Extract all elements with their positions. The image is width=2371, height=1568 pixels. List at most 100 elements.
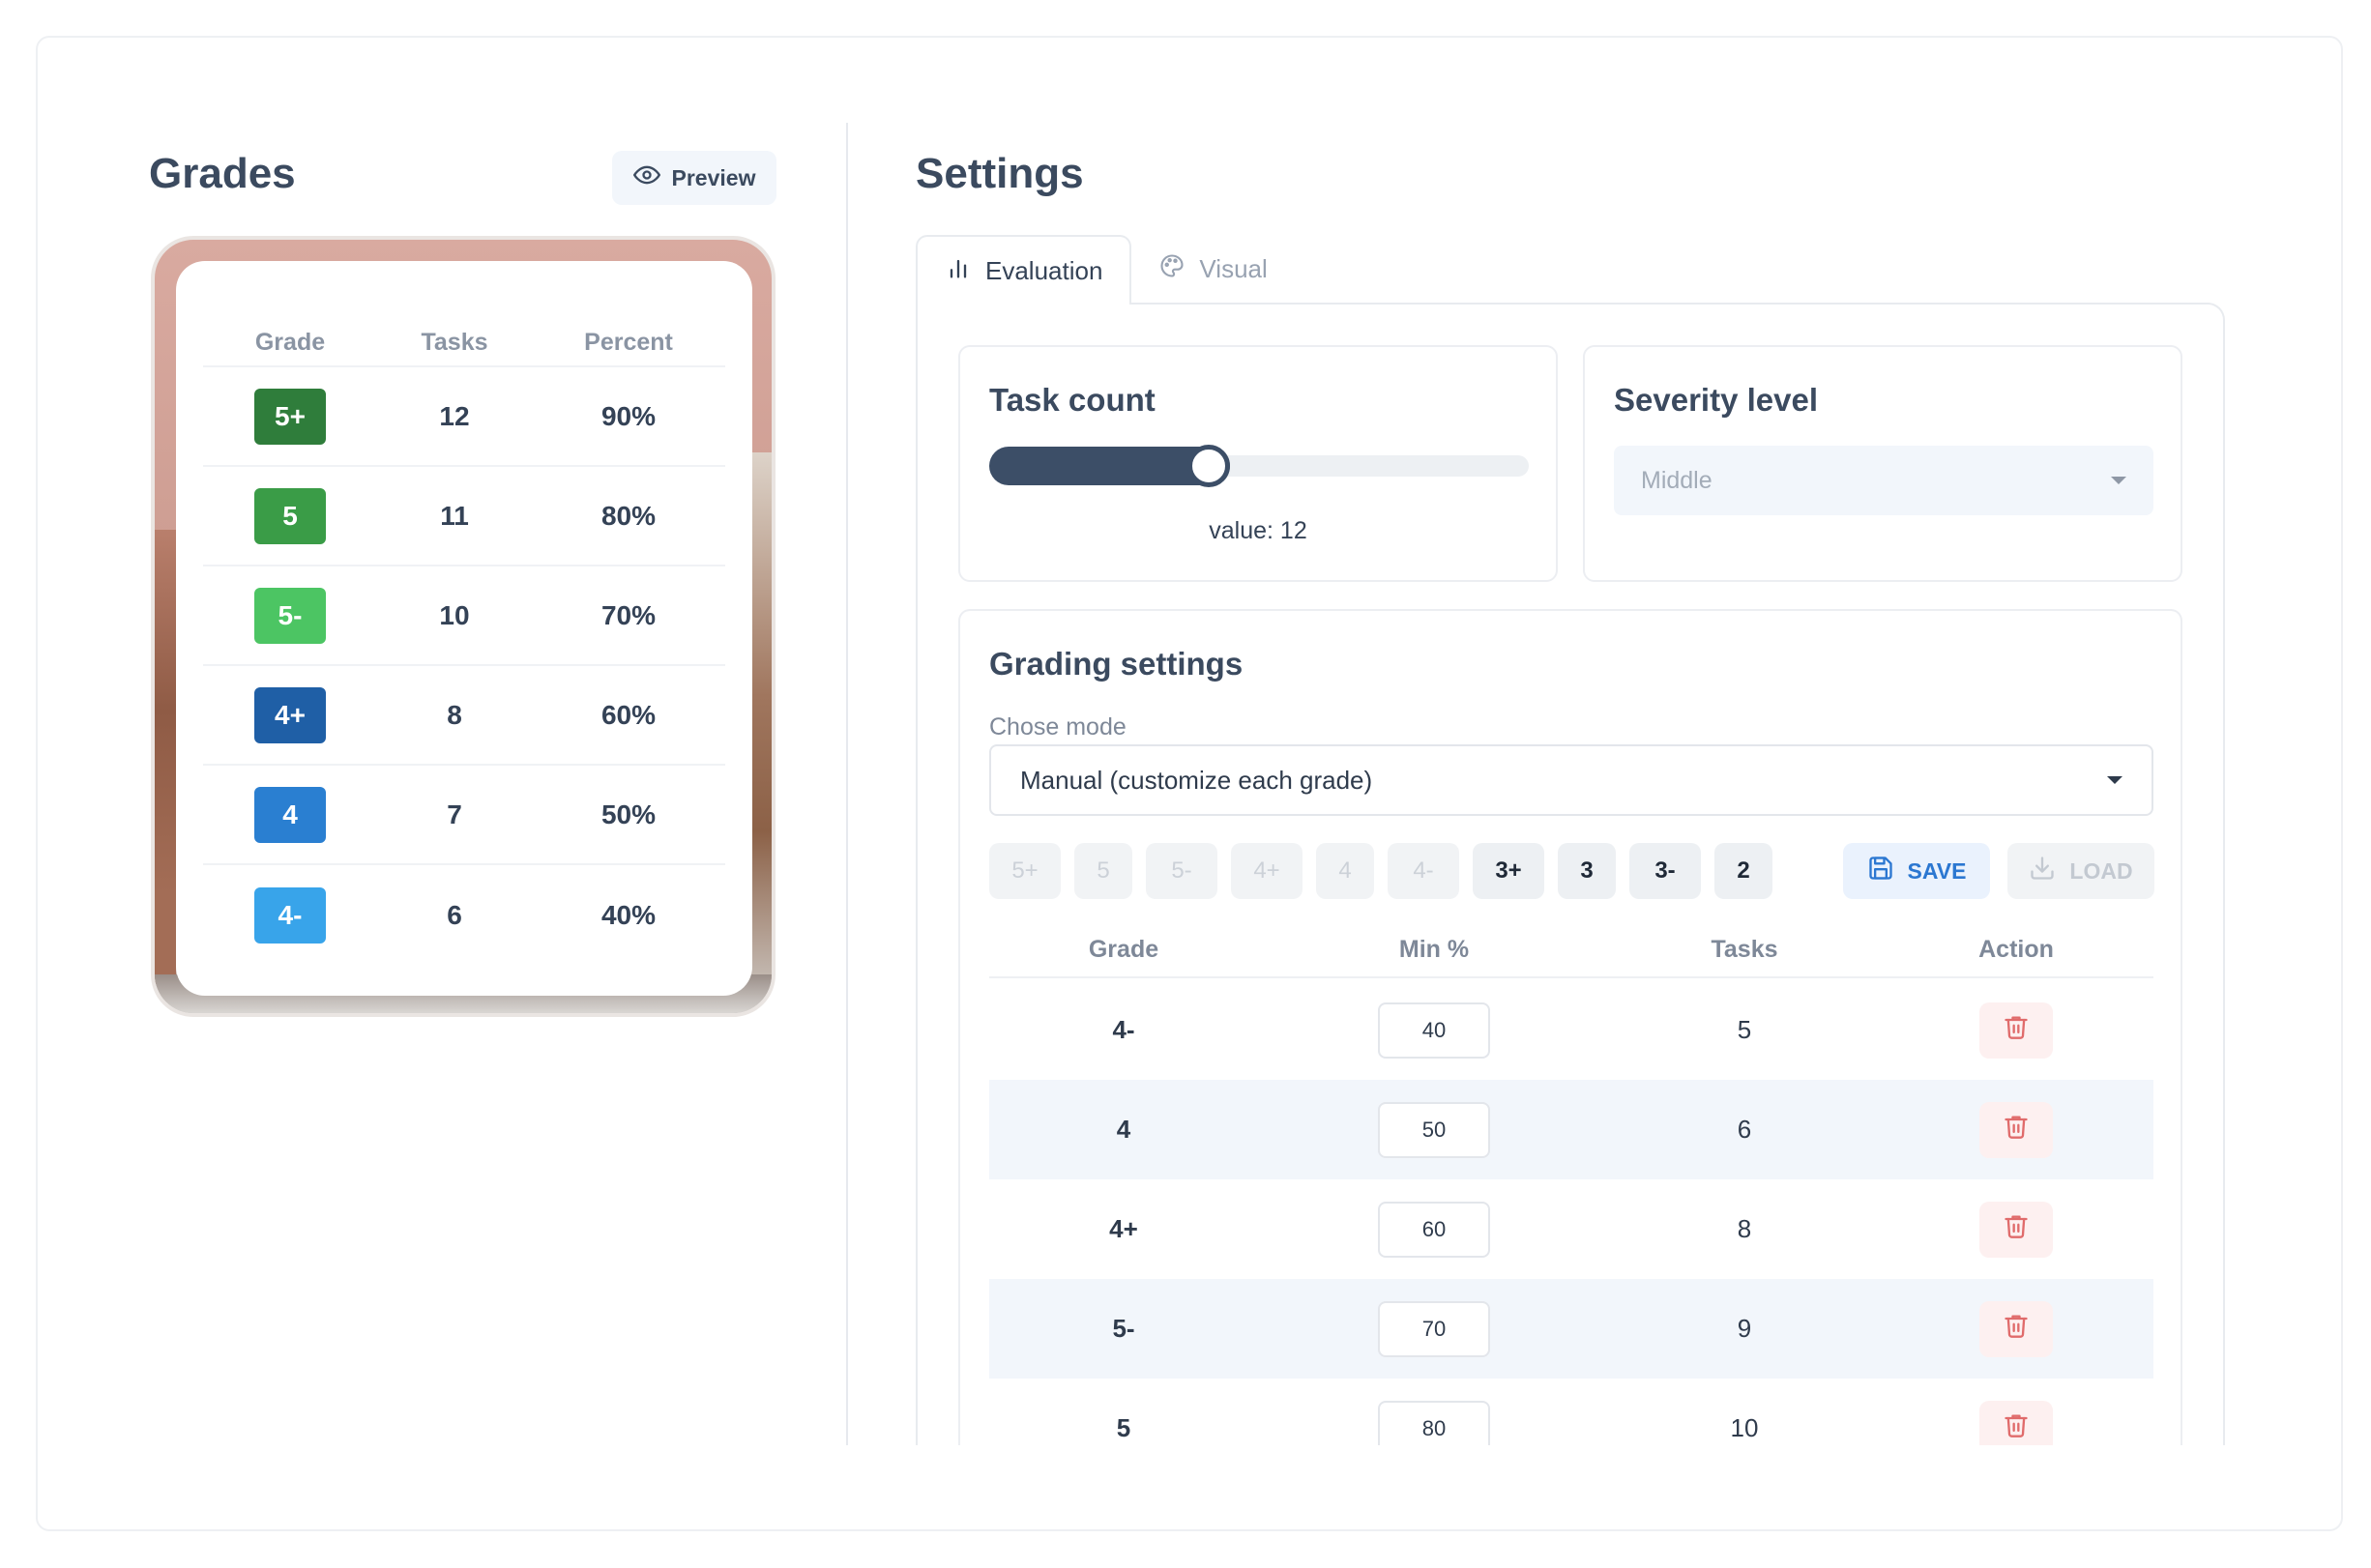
grade-badge: 4 — [254, 786, 326, 843]
table-row: 4- 40 5 — [989, 980, 2153, 1080]
grades-table-header: Grade Tasks Percent — [203, 319, 725, 367]
bar-chart-icon — [945, 254, 972, 288]
delete-button[interactable] — [1979, 1002, 2053, 1059]
grade-badge: 4- — [254, 886, 326, 944]
severity-select[interactable]: Middle — [1614, 446, 2153, 515]
table-row: 4+ 60 8 — [989, 1179, 2153, 1279]
action-cell — [1879, 1002, 2153, 1059]
table-row: 5+ 12 90% — [203, 367, 725, 467]
preview-button[interactable]: Preview — [612, 151, 776, 205]
task-count-title: Task count — [989, 382, 1156, 418]
table-row: 5- 70 9 — [989, 1279, 2153, 1379]
grade-cell: 5+ — [203, 388, 377, 445]
grade-toggle-button[interactable]: 5- — [1146, 843, 1217, 899]
table-row: 4 7 50% — [203, 766, 725, 865]
percent-cell: 60% — [600, 699, 657, 730]
table-row: 5- 10 70% — [203, 566, 725, 666]
task-count-card: Task count value: 12 — [958, 345, 1558, 582]
action-cell — [1879, 1300, 2153, 1357]
tab-evaluation[interactable]: Evaluation — [916, 235, 1132, 305]
min-percent-cell: 70 — [1258, 1300, 1610, 1357]
min-percent-input[interactable]: 70 — [1378, 1300, 1490, 1357]
header-grade: Grade — [1088, 935, 1159, 963]
min-percent-input[interactable]: 40 — [1378, 1002, 1490, 1059]
severity-title: Severity level — [1614, 382, 1818, 418]
header-tasks: Tasks — [1711, 935, 1778, 963]
grades-title: Grades — [149, 150, 296, 197]
grade-cell: 4- — [1112, 1015, 1135, 1044]
grade-cell: 5- — [1112, 1314, 1135, 1343]
delete-button[interactable] — [1979, 1300, 2053, 1357]
grading-table-body: 4- 40 5 4 50 6 4+ 60 8 5- 70 9 5 80 10 — [989, 980, 2153, 1478]
preview-label: Preview — [671, 164, 756, 190]
tasks-cell: 12 — [439, 400, 470, 431]
slider-thumb[interactable] — [1187, 445, 1231, 487]
mode-selected-value: Manual (customize each grade) — [1020, 765, 1373, 795]
load-label: LOAD — [2069, 857, 2133, 884]
grade-cell: 4 — [203, 786, 377, 843]
severity-selected-value: Middle — [1641, 466, 1712, 494]
save-label: SAVE — [1907, 857, 1967, 884]
grade-toggle-button[interactable]: 4- — [1388, 843, 1459, 899]
grade-toggle-button[interactable]: 3- — [1629, 843, 1701, 899]
tasks-cell: 5 — [1737, 1015, 1752, 1044]
min-percent-cell: 50 — [1258, 1101, 1610, 1158]
grade-badge: 4+ — [254, 686, 326, 743]
header-action: Action — [1978, 935, 2054, 963]
grade-badge: 5+ — [254, 388, 326, 445]
grade-toggle-button[interactable]: 4 — [1316, 843, 1374, 899]
grade-cell: 5 — [1116, 1413, 1131, 1442]
grade-toggle-button[interactable]: 5+ — [989, 843, 1061, 899]
tasks-cell: 6 — [1737, 1115, 1752, 1144]
trash-icon — [2003, 1312, 2030, 1346]
header-tasks: Tasks — [421, 328, 488, 356]
save-button[interactable]: SAVE — [1843, 843, 1990, 899]
delete-button[interactable] — [1979, 1101, 2053, 1158]
table-row: 4+ 8 60% — [203, 666, 725, 766]
percent-cell: 70% — [600, 599, 657, 630]
trash-icon — [2003, 1411, 2030, 1445]
grade-cell: 4+ — [203, 686, 377, 743]
trash-icon — [2003, 1113, 2030, 1147]
tab-visual[interactable]: Visual — [1131, 235, 1295, 305]
grading-settings-title: Grading settings — [989, 646, 1244, 682]
task-count-slider[interactable] — [989, 445, 1529, 487]
grade-cell: 4- — [203, 886, 377, 944]
background-decor-right — [750, 452, 772, 994]
mode-select[interactable]: Manual (customize each grade) — [989, 744, 2153, 816]
grade-toggle-button[interactable]: 2 — [1714, 843, 1772, 899]
grade-cell: 5 — [203, 487, 377, 544]
grading-settings-card: Grading settings Chose mode Manual (cust… — [958, 609, 2182, 1479]
header-min-percent: Min % — [1398, 935, 1470, 963]
load-button[interactable]: LOAD — [2007, 843, 2154, 899]
tab-visual-label: Visual — [1199, 253, 1268, 283]
download-icon — [2029, 855, 2056, 887]
percent-cell: 80% — [600, 500, 657, 531]
table-row: 4- 6 40% — [203, 865, 725, 965]
grade-toggle-button[interactable]: 4+ — [1231, 843, 1303, 899]
grade-badge: 5- — [254, 587, 326, 644]
delete-button[interactable] — [1979, 1201, 2053, 1258]
percent-cell: 90% — [600, 400, 657, 431]
min-percent-cell: 60 — [1258, 1201, 1610, 1258]
trash-icon — [2003, 1013, 2030, 1047]
grade-cell: 5- — [203, 587, 377, 644]
grade-toggle-button[interactable]: 3 — [1558, 843, 1616, 899]
grade-badge: 5 — [254, 487, 326, 544]
min-percent-input[interactable]: 60 — [1378, 1201, 1490, 1258]
header-grade: Grade — [254, 328, 326, 356]
min-percent-input[interactable]: 50 — [1378, 1101, 1490, 1158]
action-cell — [1879, 1101, 2153, 1158]
background-decor-left — [155, 530, 176, 984]
percent-cell: 40% — [600, 899, 657, 930]
eye-icon — [632, 161, 660, 194]
save-icon — [1867, 855, 1894, 887]
panel-divider — [846, 123, 848, 1447]
grade-toggle-button[interactable]: 5 — [1074, 843, 1132, 899]
palette-icon — [1158, 252, 1186, 286]
grade-toggle-button[interactable]: 3+ — [1473, 843, 1544, 899]
tasks-cell: 9 — [1737, 1314, 1752, 1343]
settings-title: Settings — [916, 150, 1084, 197]
tasks-cell: 10 — [1730, 1413, 1759, 1442]
table-row: 5 11 80% — [203, 467, 725, 566]
